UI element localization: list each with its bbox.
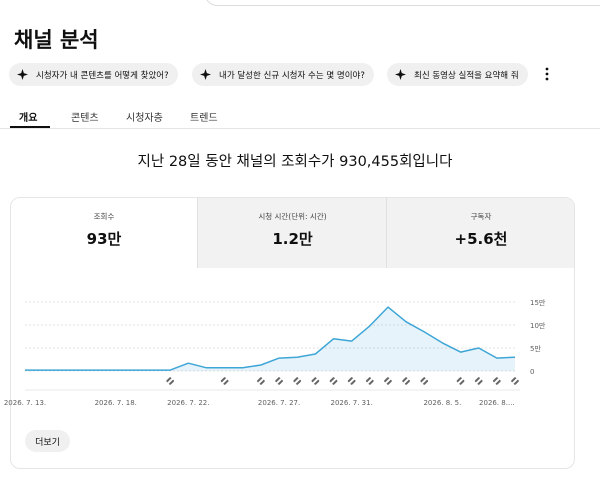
metric-tab[interactable]: 구독자 +5.6천 — [386, 198, 574, 268]
more-button[interactable]: 더보기 — [25, 430, 70, 452]
chip-label: 최신 동영상 실적을 요약해 줘 — [414, 70, 519, 81]
metric-label: 조회수 — [93, 212, 115, 221]
tab[interactable]: 콘텐츠 — [71, 113, 99, 124]
page-title: 채널 분석 — [14, 28, 99, 52]
sparkle-icon — [200, 69, 211, 80]
chart-card: 조회수 93만 시청 시간(단위: 시간) 1.2만 구독자 +5.6천 — [10, 197, 575, 469]
metric-tab[interactable]: 조회수 93만 — [11, 198, 197, 268]
tab[interactable]: 시청자층 — [126, 113, 163, 124]
chip[interactable]: 최신 동영상 실적을 요약해 줘 — [387, 63, 528, 86]
tab[interactable]: 트렌드 — [190, 113, 218, 124]
metric-label: 구독자 — [470, 212, 492, 221]
more-menu[interactable] — [545, 67, 549, 81]
chip-label: 시청자가 내 콘텐츠를 어떻게 찾았어? — [36, 70, 169, 81]
metric-value: 1.2만 — [272, 230, 313, 248]
tab-indicator — [10, 126, 50, 128]
metric-value: 93만 — [86, 230, 122, 248]
chip[interactable]: 내가 달성한 신규 시청자 수는 몇 명이야? — [192, 63, 374, 86]
chip-label: 내가 달성한 신규 시청자 수는 몇 명이야? — [219, 70, 365, 81]
tab-divider — [0, 128, 600, 129]
metric-label: 시청 시간(단위: 시간) — [258, 212, 327, 221]
sparkle-icon — [17, 69, 28, 80]
headline: 지난 28일 동안 채널의 조회수가 930,455회입니다 — [137, 154, 453, 170]
chip[interactable]: 시청자가 내 콘텐츠를 어떻게 찾았어? — [9, 63, 178, 86]
metric-value: +5.6천 — [454, 230, 508, 248]
tab[interactable]: 개요 — [19, 113, 38, 124]
search-box[interactable] — [205, 0, 600, 6]
sparkle-icon — [395, 69, 406, 80]
metric-tab[interactable]: 시청 시간(단위: 시간) 1.2만 — [197, 198, 387, 268]
